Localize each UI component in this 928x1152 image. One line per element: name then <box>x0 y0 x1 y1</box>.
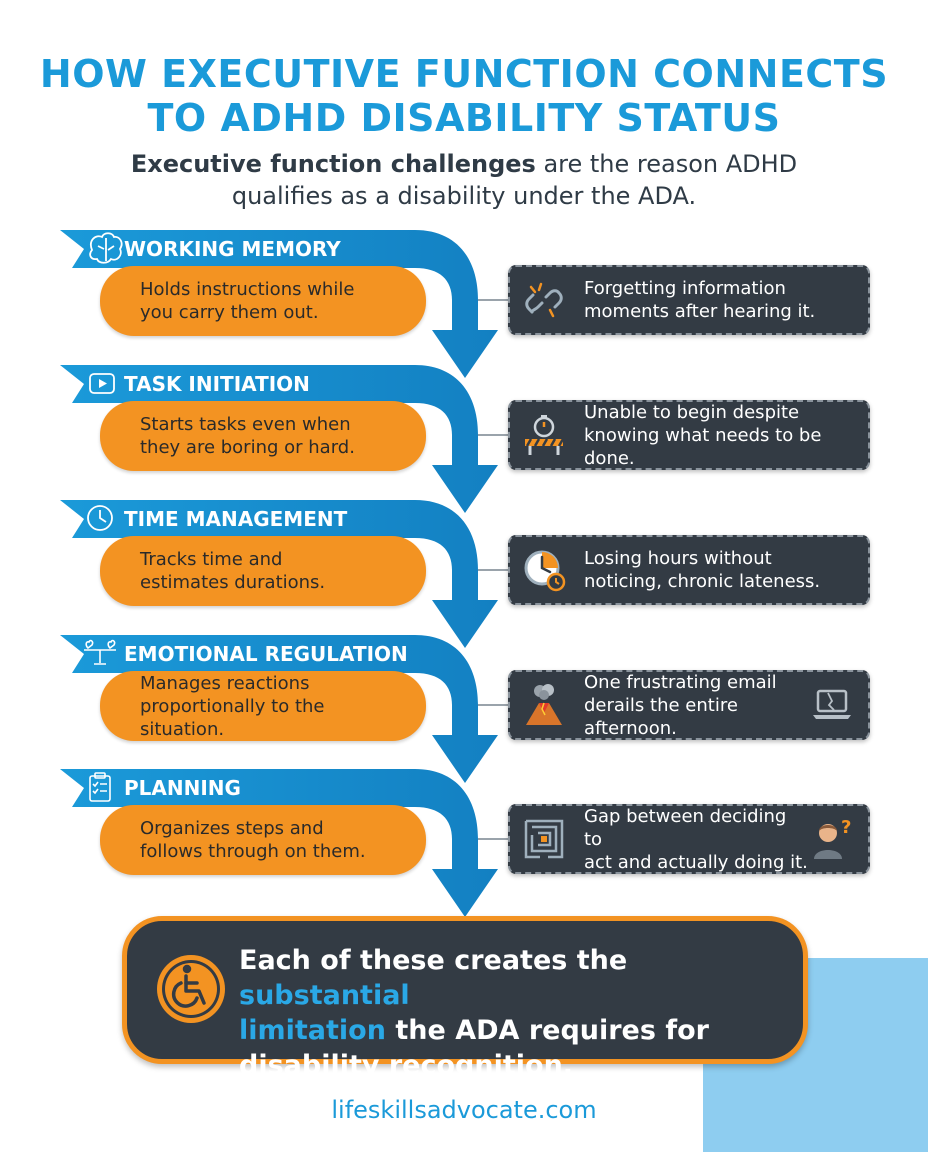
summary-box: Each of these creates the substantial li… <box>122 916 808 1081</box>
footer-url: lifeskillsadvocate.com <box>331 1096 597 1124</box>
summary-part-1: Each of these creates the <box>239 945 628 976</box>
function-description: Organizes steps and follows through on th… <box>100 805 426 875</box>
volcano-icon <box>526 684 562 725</box>
desc-line-1: Tracks time and <box>140 549 283 570</box>
subtitle: Executive function challenges are the re… <box>0 148 928 212</box>
function-label: TASK INITIATION <box>124 372 310 396</box>
desc-line-2: follows through on them. <box>140 841 366 862</box>
svg-text:?: ? <box>841 817 851 838</box>
page-title: HOW EXECUTIVE FUNCTION CONNECTS TO ADHD … <box>0 52 928 140</box>
challenge-box: Unable to begin despite knowing what need… <box>508 400 870 470</box>
clock-icon <box>87 505 113 531</box>
function-label: WORKING MEMORY <box>124 237 341 261</box>
balance-hearts-icon <box>84 639 116 665</box>
function-label: PLANNING <box>124 776 241 800</box>
desc-line-2: proportionally to the situation. <box>140 695 325 740</box>
desc-line-2: they are boring or hard. <box>140 437 355 458</box>
desc-line-1: Holds instructions while <box>140 279 355 300</box>
challenge-line-2: noticing, chronic lateness. <box>584 571 821 592</box>
function-description: Starts tasks even when they are boring or… <box>100 401 426 471</box>
clock-icon <box>524 550 566 592</box>
maze-icon <box>524 819 564 859</box>
function-description: Tracks time and estimates durations. <box>100 536 426 606</box>
subtitle-bold: Executive function challenges <box>130 150 536 178</box>
challenge-box: One frustrating email derails the entire … <box>508 670 870 740</box>
summary-text: Each of these creates the substantial li… <box>239 943 799 1083</box>
desc-line-1: Starts tasks even when <box>140 414 351 435</box>
function-description: Manages reactions proportionally to the s… <box>100 671 426 741</box>
challenge-line-1: Unable to begin despite <box>584 401 800 423</box>
function-description: Holds instructions while you carry them o… <box>100 266 426 336</box>
challenge-line-2: derails the entire afternoon. <box>584 694 738 739</box>
challenge-line-1: Losing hours without <box>584 548 772 569</box>
desc-line-1: Manages reactions <box>140 672 310 694</box>
brain-icon <box>89 232 123 264</box>
clipboard-checklist-icon <box>89 772 111 802</box>
subtitle-rest: are the reason ADHD <box>535 150 798 178</box>
desc-line-2: you carry them out. <box>140 302 319 323</box>
connector-lines <box>478 299 508 840</box>
desc-line-2: estimates durations. <box>140 572 326 593</box>
summary-highlight-1: substantial <box>239 980 410 1011</box>
challenge-line-1: One frustrating email <box>584 671 777 693</box>
broken-chain-icon <box>525 282 563 318</box>
challenge-line-2: knowing what needs to be done. <box>584 424 822 469</box>
title-line-2: TO ADHD DISABILITY STATUS <box>147 96 781 140</box>
desc-line-1: Organizes steps and <box>140 818 324 839</box>
subtitle-line-2: qualifies as a disability under the ADA. <box>231 182 697 210</box>
challenge-line-2: act and actually doing it. <box>584 851 808 873</box>
challenge-line-1: Forgetting information <box>584 278 786 299</box>
confused-person-icon: ? <box>814 817 851 859</box>
challenge-line-2: moments after hearing it. <box>584 301 816 322</box>
challenge-line-1: Gap between deciding to <box>584 805 787 850</box>
title-line-1: HOW EXECUTIVE FUNCTION CONNECTS <box>39 52 889 96</box>
wheelchair-icon <box>157 955 225 1023</box>
function-label: EMOTIONAL REGULATION <box>124 642 408 666</box>
function-label: TIME MANAGEMENT <box>124 507 348 531</box>
summary-highlight-2: limitation <box>239 1015 386 1046</box>
challenge-box: ? Gap between deciding to act and actuall… <box>508 804 870 874</box>
challenge-box: Forgetting information moments after hear… <box>508 265 870 335</box>
challenge-box: Losing hours without noticing, chronic la… <box>508 535 870 605</box>
summary-line-3: disability recognition. <box>239 1050 574 1081</box>
play-icon <box>89 373 115 394</box>
broken-laptop-icon <box>813 689 851 719</box>
stopwatch-barrier-icon <box>525 415 565 455</box>
summary-part-2: the ADA requires for <box>385 1015 709 1046</box>
